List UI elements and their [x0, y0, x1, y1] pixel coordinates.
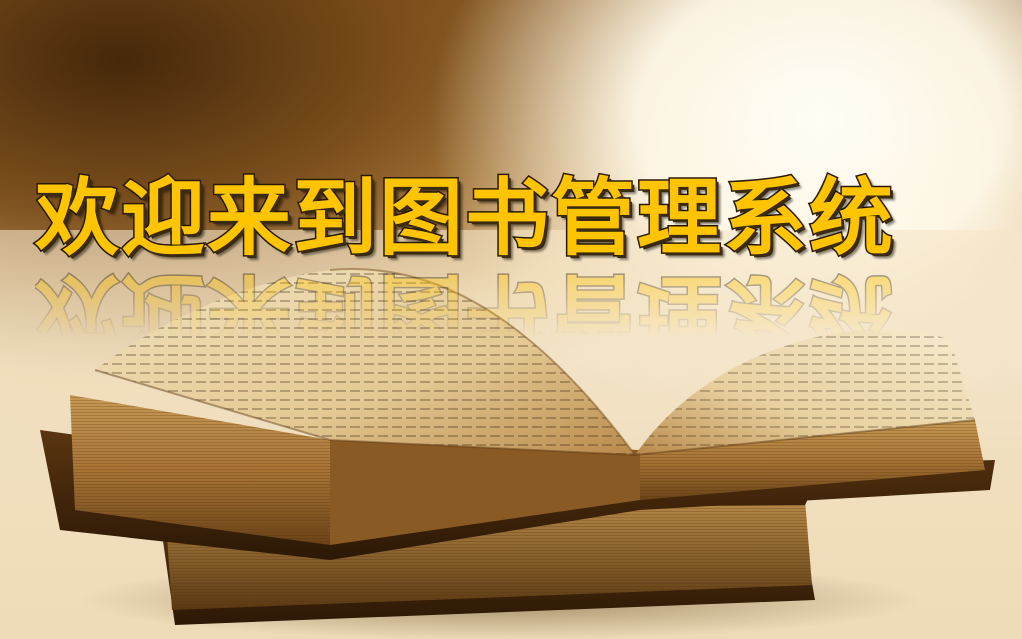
slide-title: 欢迎来到图书管理系统: [33, 168, 896, 269]
top-book: [40, 268, 995, 560]
title-block: 欢迎来到图书管理系统 欢迎来到图书管理系统: [33, 168, 995, 363]
slide-title-reflection: 欢迎来到图书管理系统: [34, 262, 897, 363]
